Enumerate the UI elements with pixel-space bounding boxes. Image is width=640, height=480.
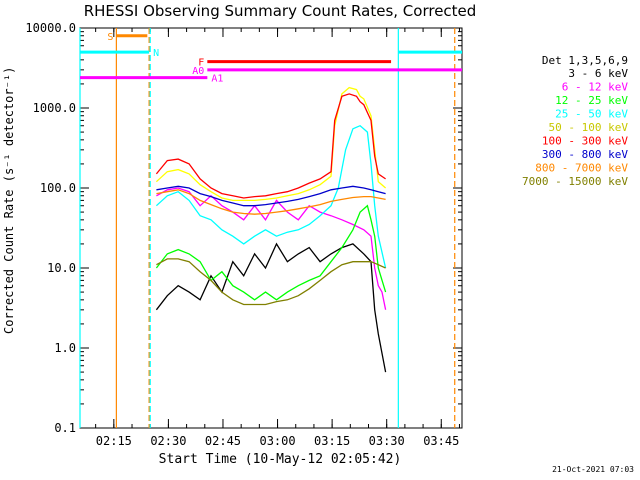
x-tick-label: 03:15: [314, 434, 350, 448]
legend-entry: 50 - 100 keV: [549, 121, 629, 134]
legend-entry: 100 - 300 keV: [542, 135, 628, 148]
legend-entry: 300 - 800 keV: [542, 148, 628, 161]
legend-entry: 3 - 6 keV: [568, 67, 628, 80]
x-tick-label: 03:45: [423, 434, 459, 448]
y-tick-label: 1.0: [54, 341, 76, 355]
timestamp-footer: 21-Oct-2021 07:03: [552, 465, 634, 474]
y-tick-label: 1000.0: [33, 101, 76, 115]
legend-header: Det 1,3,5,6,9: [542, 54, 628, 67]
legend-entry: 12 - 25 keV: [555, 94, 628, 107]
x-tick-label: 03:30: [369, 434, 405, 448]
legend-entry: 25 - 50 keV: [555, 108, 628, 121]
series-line: [156, 187, 387, 310]
legend-entry: 6 - 12 keV: [562, 81, 629, 94]
series-line: [155, 242, 387, 373]
series-line: [155, 86, 387, 202]
series-line: [156, 258, 386, 306]
y-tick-label: 10.0: [47, 261, 76, 275]
status-bar-label: A0: [192, 66, 204, 77]
y-tick-label: 0.1: [54, 421, 76, 435]
series-line: [156, 189, 386, 215]
series-line: [156, 185, 386, 207]
legend-entry: 800 - 7000 keV: [535, 162, 628, 175]
x-tick-label: 03:00: [259, 434, 295, 448]
status-bar-label: F: [198, 58, 204, 69]
chart-title: RHESSI Observing Summary Count Rates, Co…: [83, 2, 477, 20]
x-axis-label: Start Time (10-May-12 02:05:42): [158, 452, 402, 467]
status-bar-label: N: [153, 48, 159, 59]
series-line: [155, 93, 386, 199]
x-tick-label: 02:15: [96, 434, 132, 448]
x-tick-label: 02:30: [150, 434, 186, 448]
series-line: [155, 124, 387, 269]
series-line: [155, 204, 387, 301]
x-tick-label: 02:45: [205, 434, 241, 448]
plot-frame: [79, 27, 463, 429]
status-bar-label: S: [107, 32, 113, 43]
y-tick-label: 100.0: [40, 181, 76, 195]
y-tick-label: 10000.0: [25, 21, 76, 35]
status-bar-label: A1: [211, 74, 223, 85]
legend-entry: 7000 - 15000 keV: [522, 175, 628, 188]
